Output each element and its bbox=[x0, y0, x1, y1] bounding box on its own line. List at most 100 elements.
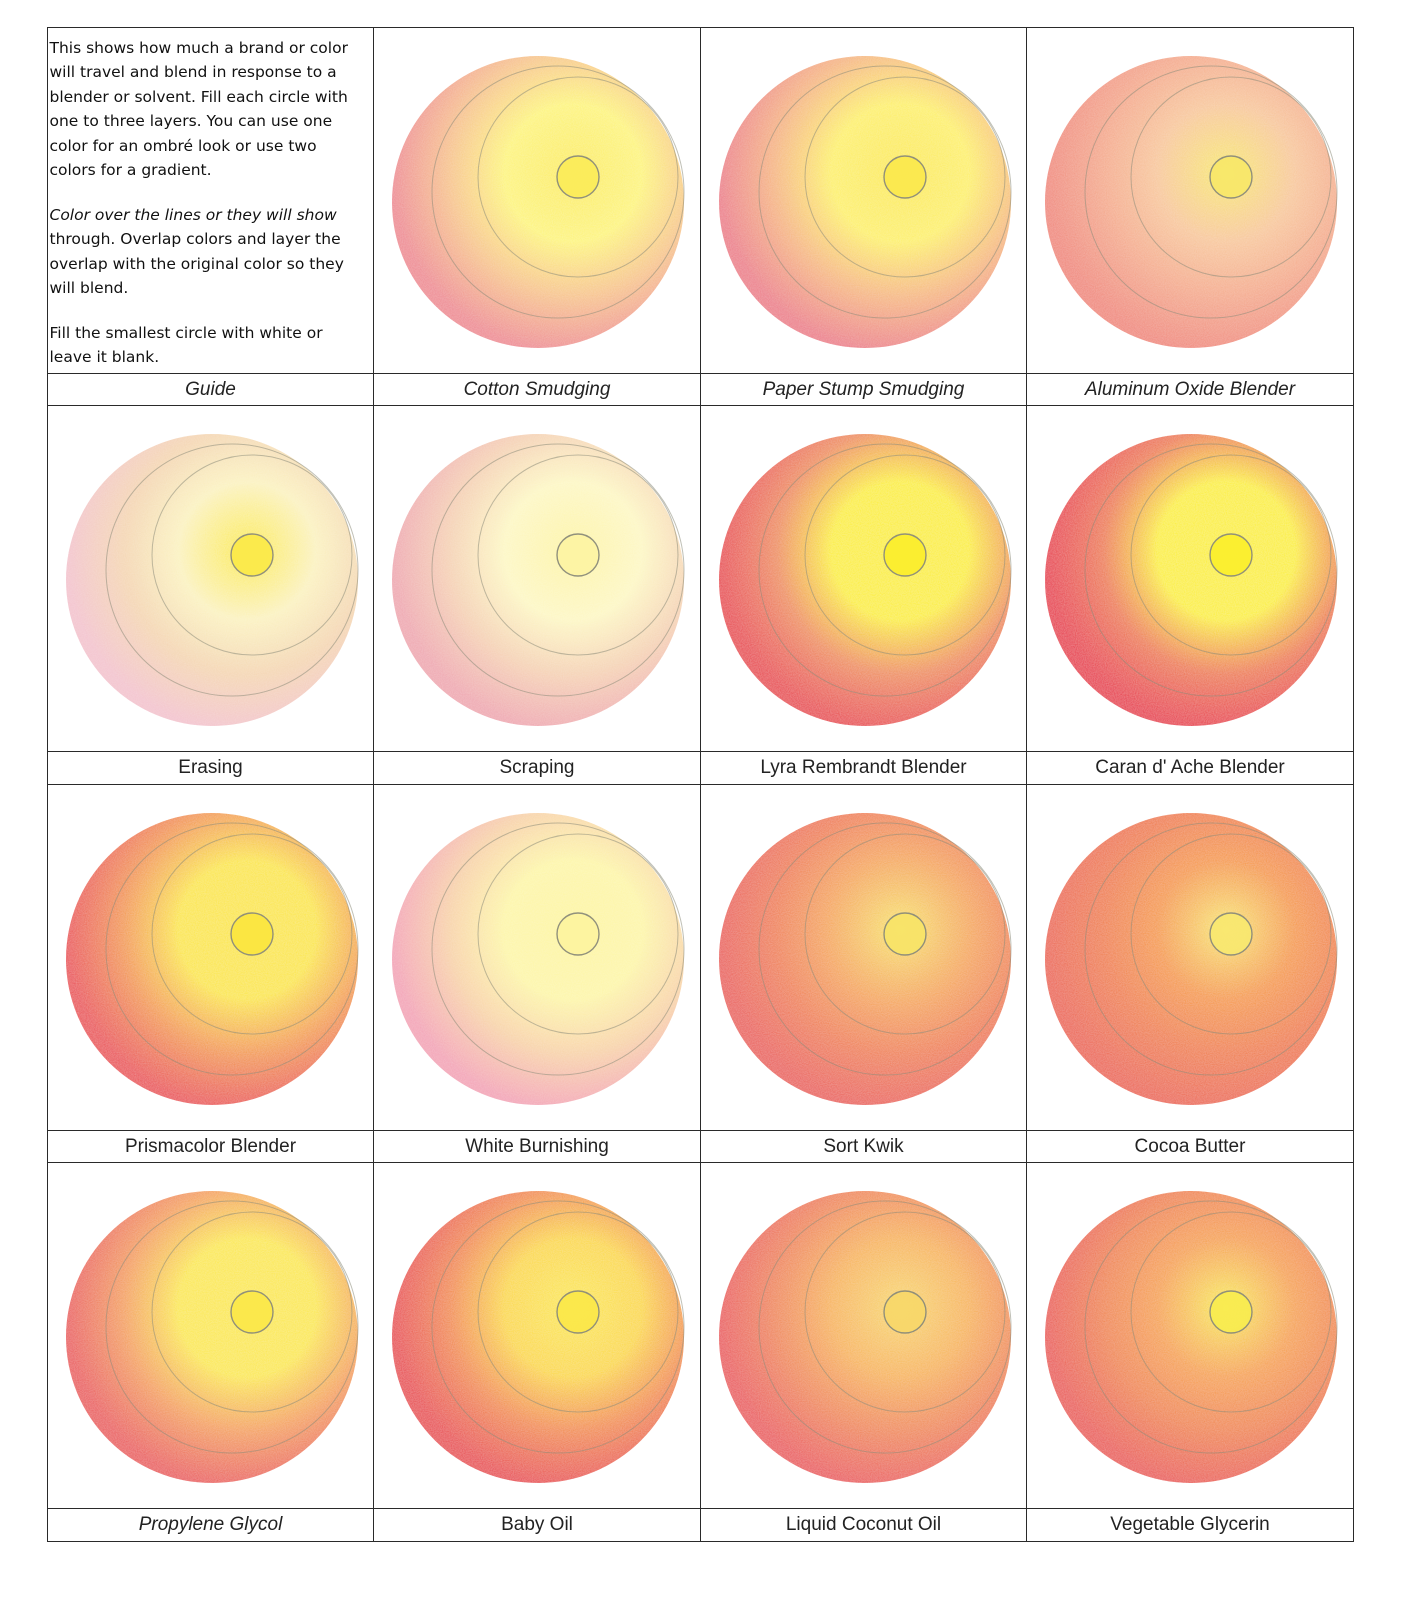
smallest-circle bbox=[1209, 533, 1253, 577]
swatch-cell: Lyra Rembrandt Blender bbox=[699, 405, 1028, 785]
swatch-area bbox=[374, 406, 700, 752]
outer-color-circle bbox=[392, 812, 684, 1105]
outer-color-circle bbox=[718, 434, 1011, 726]
color-circle-swatch bbox=[718, 55, 1011, 348]
smallest-circle bbox=[1209, 911, 1253, 956]
middle-guide-circle bbox=[105, 1200, 358, 1454]
middle-guide-circle bbox=[758, 822, 1011, 1075]
outer-color-circle bbox=[1045, 434, 1337, 726]
smallest-circle bbox=[229, 1290, 274, 1334]
color-circle-swatch bbox=[392, 1191, 685, 1483]
swatch-cell: Paper Stump Smudging bbox=[699, 26, 1028, 407]
swatch-label: Aluminum Oxide Blender bbox=[1027, 372, 1353, 406]
color-circle-swatch bbox=[1045, 812, 1338, 1105]
inner-guide-circle bbox=[477, 833, 679, 1034]
smallest-circle bbox=[1209, 154, 1253, 199]
outer-color-circle bbox=[718, 1191, 1011, 1483]
swatch-label: Scraping bbox=[374, 751, 700, 784]
smallest-circle bbox=[882, 154, 927, 199]
inner-guide-circle bbox=[804, 833, 1005, 1034]
color-circle-swatch bbox=[718, 434, 1011, 726]
outer-color-circle bbox=[392, 434, 684, 726]
middle-guide-circle bbox=[431, 443, 685, 697]
middle-guide-circle bbox=[431, 1200, 685, 1454]
guide-text-area: This shows how much a brand or color wil… bbox=[48, 28, 374, 374]
row-4: Propylene Glycol Baby Oil Liquid Coconut… bbox=[46, 1162, 1360, 1542]
swatch-cell: Scraping bbox=[373, 405, 701, 785]
swatch-label: Erasing bbox=[47, 751, 374, 784]
swatch-area bbox=[374, 28, 700, 374]
inner-guide-circle bbox=[151, 454, 352, 656]
swatch-cell: Liquid Coconut Oil bbox=[699, 1162, 1028, 1542]
swatch-label: Vegetable Glycerin bbox=[1027, 1508, 1353, 1541]
middle-guide-circle bbox=[105, 443, 358, 697]
guide-label: Guide bbox=[47, 372, 374, 406]
middle-guide-circle bbox=[431, 65, 685, 318]
swatch-area bbox=[1027, 28, 1353, 374]
color-circle-swatch bbox=[718, 1191, 1011, 1483]
outer-color-circle bbox=[392, 1191, 684, 1483]
middle-guide-circle bbox=[105, 822, 358, 1075]
guide-paragraph-3: Fill the smallest circle with white or l… bbox=[49, 323, 323, 367]
row-1: This shows how much a brand or color wil… bbox=[46, 26, 1360, 407]
swatch-cell: Baby Oil bbox=[373, 1162, 701, 1542]
middle-guide-circle bbox=[431, 822, 685, 1075]
swatch-area bbox=[48, 785, 374, 1131]
outer-color-circle bbox=[718, 812, 1011, 1105]
swatch-cell: Sort Kwik bbox=[699, 783, 1028, 1164]
smallest-circle bbox=[1209, 1290, 1253, 1334]
inner-guide-circle bbox=[804, 1211, 1005, 1413]
inner-guide-circle bbox=[1130, 1211, 1332, 1413]
swatch-label: Cotton Smudging bbox=[374, 372, 700, 406]
inner-guide-circle bbox=[151, 833, 352, 1034]
inner-guide-circle bbox=[477, 454, 679, 656]
swatch-area bbox=[701, 28, 1027, 374]
middle-guide-circle bbox=[758, 1200, 1011, 1454]
swatch-area bbox=[374, 1163, 700, 1509]
guide-paragraph-2-rest: through. Overlap colors and layer the ov… bbox=[49, 230, 344, 297]
swatch-label: Liquid Coconut Oil bbox=[700, 1508, 1027, 1541]
outer-color-circle bbox=[1045, 1191, 1337, 1483]
swatch-label: Prismacolor Blender bbox=[47, 1129, 374, 1163]
outer-color-circle bbox=[718, 55, 1011, 348]
swatch-area bbox=[1027, 785, 1353, 1131]
outer-color-circle bbox=[392, 55, 684, 348]
inner-guide-circle bbox=[1130, 833, 1332, 1034]
swatch-label: Sort Kwik bbox=[700, 1129, 1027, 1163]
swatch-label: White Burnishing bbox=[374, 1129, 700, 1163]
color-circle-swatch bbox=[1045, 55, 1338, 348]
swatch-cell: Caran d' Ache Blender bbox=[1026, 405, 1354, 785]
inner-guide-circle bbox=[477, 1211, 679, 1413]
color-circle-swatch bbox=[65, 1191, 358, 1483]
color-circle-swatch bbox=[392, 55, 685, 348]
swatch-area bbox=[701, 406, 1027, 752]
swatch-area bbox=[48, 1163, 374, 1509]
swatch-label: Caran d' Ache Blender bbox=[1027, 751, 1353, 784]
color-circle-swatch bbox=[718, 812, 1011, 1105]
swatch-cell: White Burnishing bbox=[373, 783, 701, 1164]
outer-color-circle bbox=[65, 812, 358, 1105]
swatch-area bbox=[701, 785, 1027, 1131]
middle-guide-circle bbox=[758, 443, 1011, 697]
swatch-cell: Aluminum Oxide Blender bbox=[1026, 26, 1354, 407]
color-circle-swatch bbox=[392, 812, 685, 1105]
smallest-circle bbox=[229, 911, 274, 956]
middle-guide-circle bbox=[1084, 443, 1338, 697]
smallest-circle bbox=[229, 533, 274, 577]
swatch-label: Cocoa Butter bbox=[1027, 1129, 1353, 1163]
outer-color-circle bbox=[65, 1191, 358, 1483]
inner-guide-circle bbox=[1130, 454, 1332, 656]
middle-guide-circle bbox=[758, 65, 1011, 318]
smallest-circle bbox=[556, 1290, 600, 1334]
smallest-circle bbox=[556, 154, 600, 199]
outer-color-circle bbox=[1045, 812, 1337, 1105]
swatch-area bbox=[1027, 406, 1353, 752]
swatch-area bbox=[1027, 1163, 1353, 1509]
swatch-cell: Cocoa Butter bbox=[1026, 783, 1354, 1164]
smallest-circle bbox=[556, 911, 600, 956]
color-circle-swatch bbox=[392, 434, 685, 726]
swatch-cell: Cotton Smudging bbox=[373, 26, 701, 407]
swatch-cell: Erasing bbox=[46, 405, 375, 785]
middle-guide-circle bbox=[1084, 1200, 1338, 1454]
middle-guide-circle bbox=[1084, 65, 1338, 318]
